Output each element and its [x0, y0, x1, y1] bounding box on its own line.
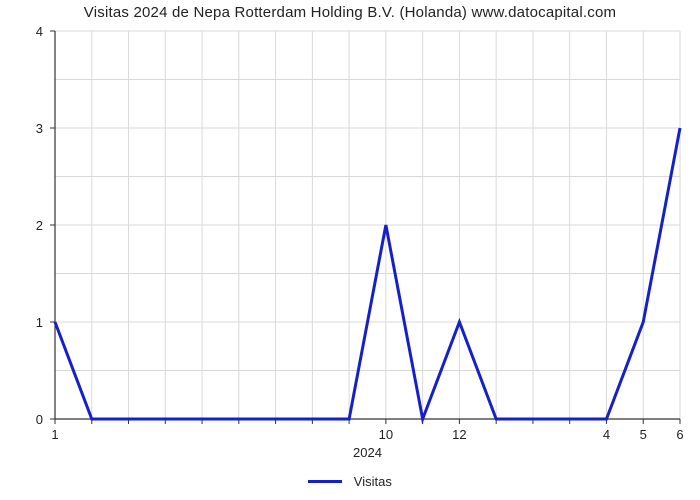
svg-text:10: 10 — [379, 427, 393, 442]
svg-text:0: 0 — [36, 412, 43, 427]
svg-text:1: 1 — [51, 427, 58, 442]
svg-text:4: 4 — [603, 427, 610, 442]
chart-legend: Visitas — [0, 467, 700, 489]
chart-area: 01234110124562024 — [0, 23, 700, 467]
svg-text:5: 5 — [640, 427, 647, 442]
svg-text:4: 4 — [36, 24, 43, 39]
chart-title: Visitas 2024 de Nepa Rotterdam Holding B… — [0, 0, 700, 23]
svg-text:2: 2 — [36, 218, 43, 233]
svg-text:3: 3 — [36, 121, 43, 136]
svg-text:2024: 2024 — [353, 445, 382, 460]
legend-swatch — [308, 480, 342, 483]
svg-text:12: 12 — [452, 427, 466, 442]
legend-label: Visitas — [354, 474, 392, 489]
svg-text:1: 1 — [36, 315, 43, 330]
line-chart-svg: 01234110124562024 — [0, 23, 700, 467]
svg-text:6: 6 — [676, 427, 683, 442]
